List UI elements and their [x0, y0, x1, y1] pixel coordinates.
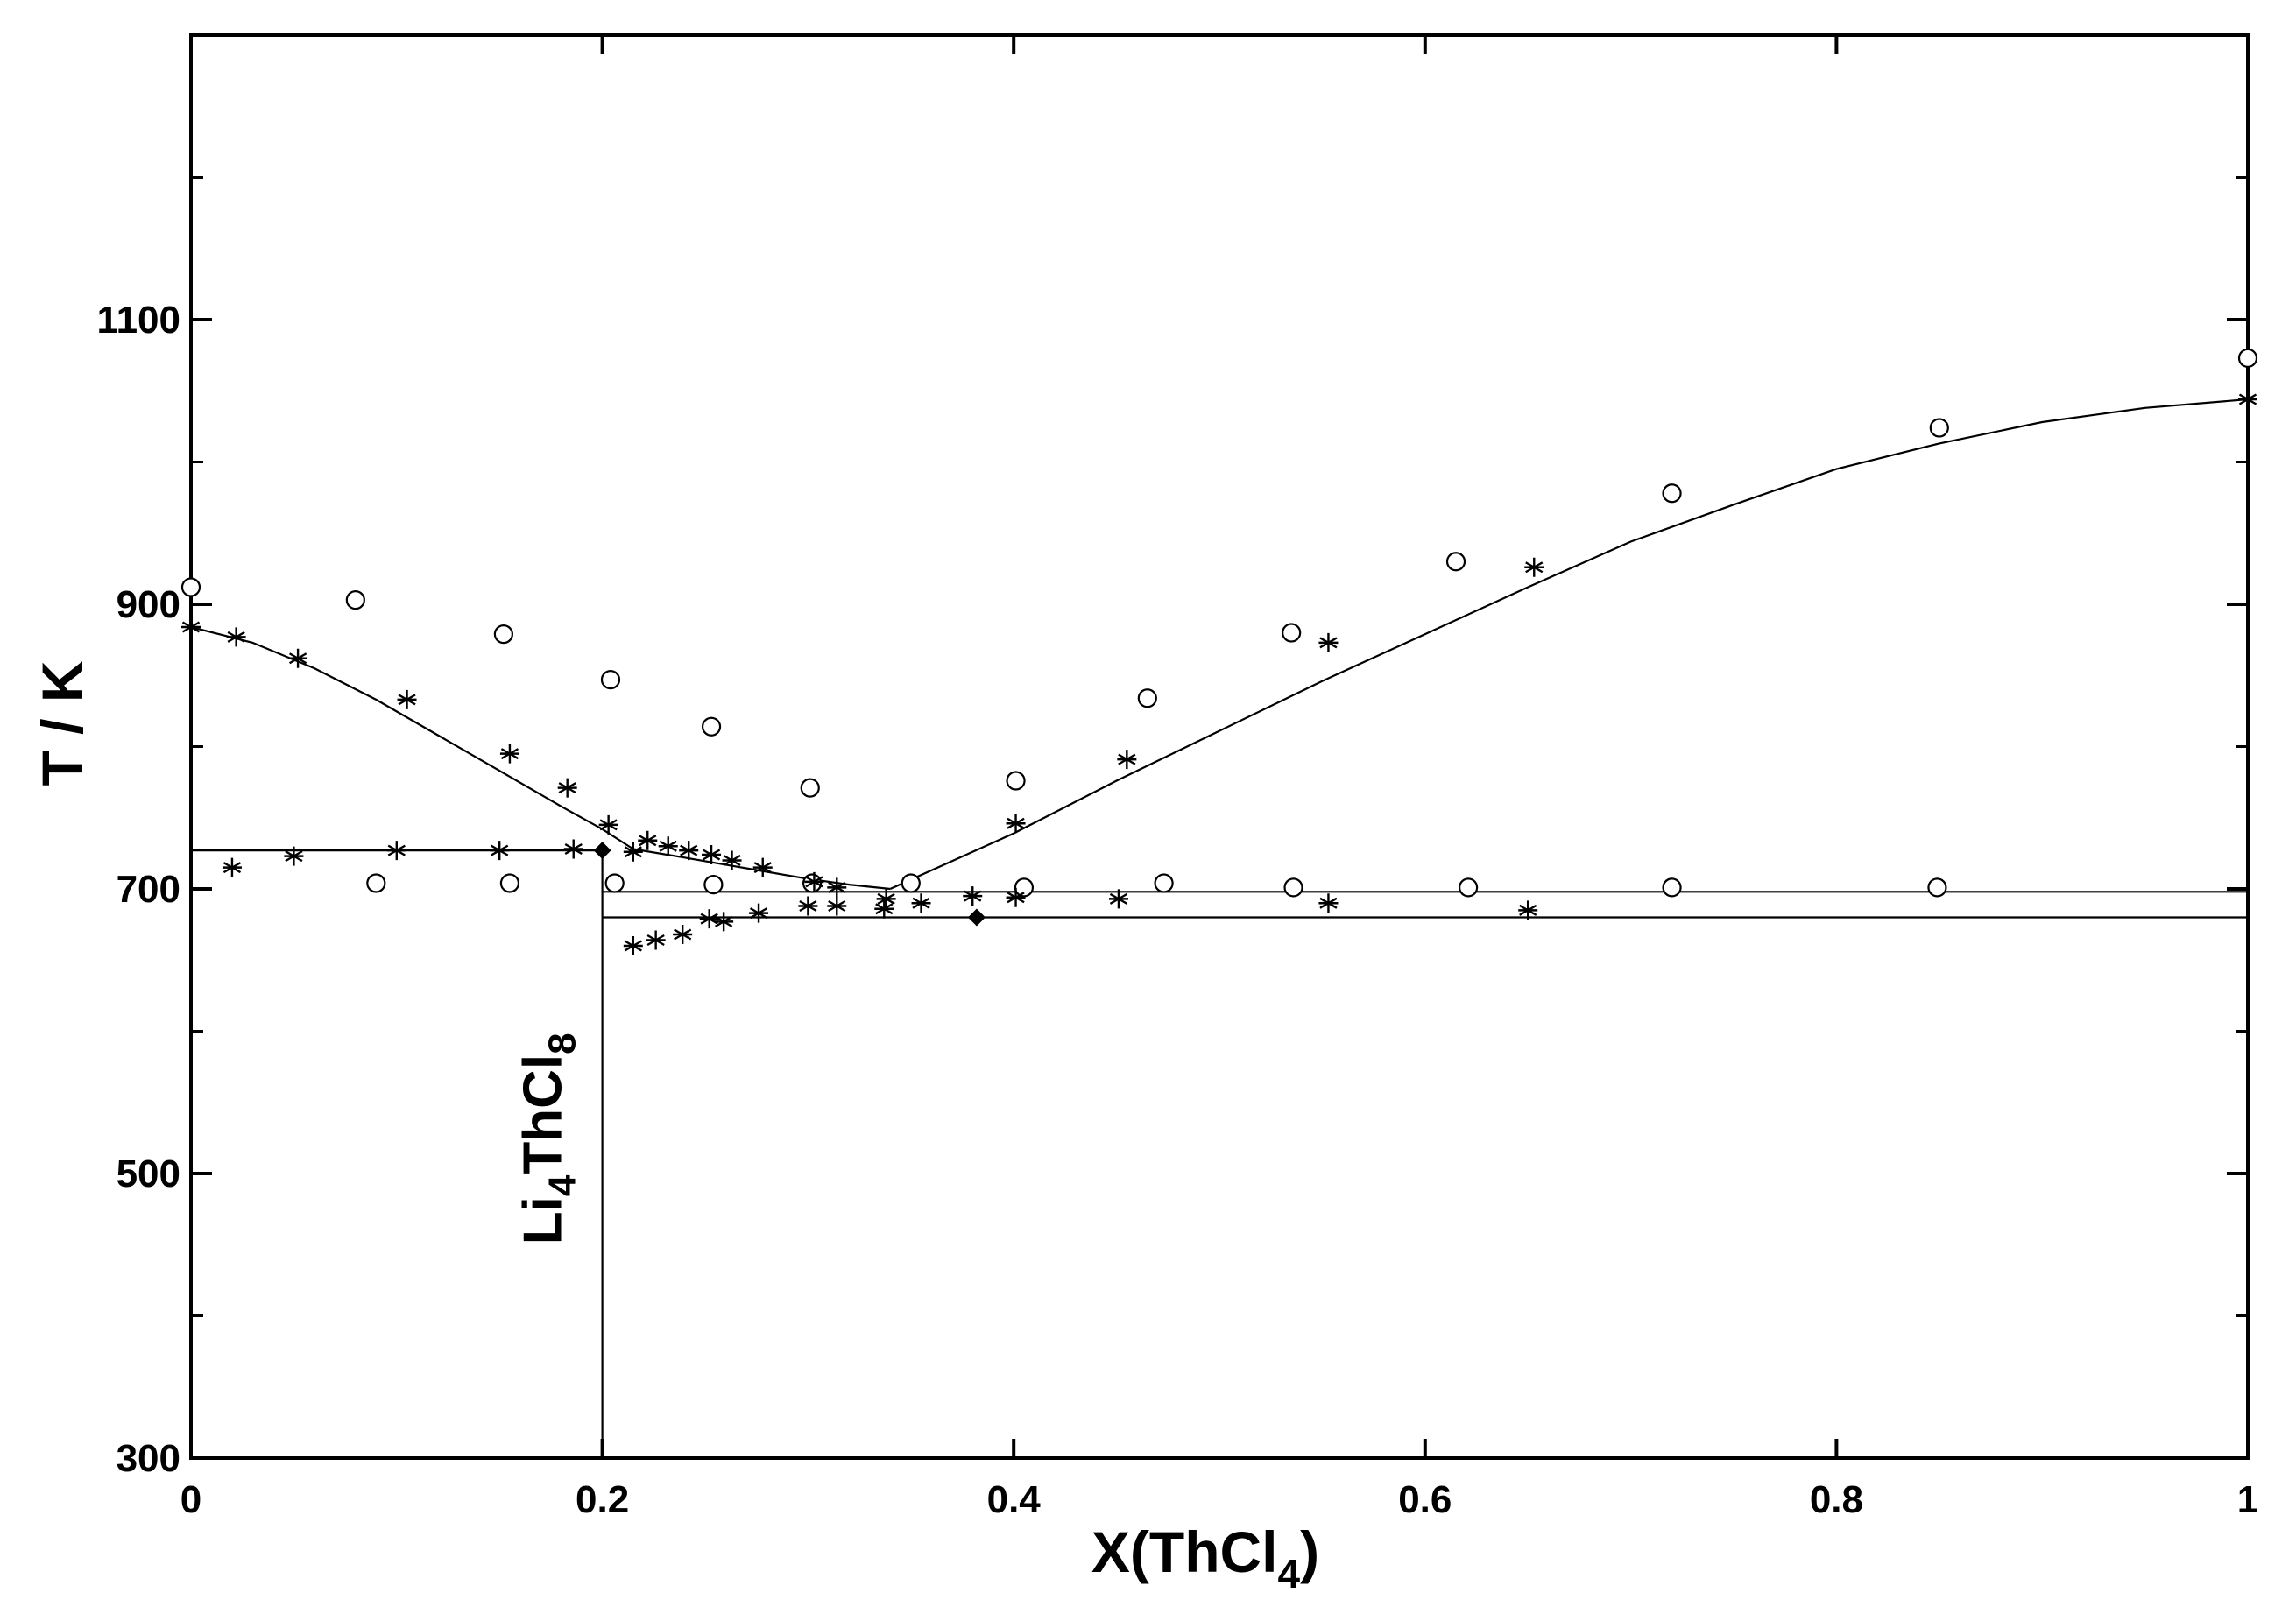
x-axis-label: X(ThCl4): [1091, 1519, 1319, 1596]
y-tick-label-3: 900: [117, 583, 180, 626]
y-axis-label: T / K: [30, 660, 95, 786]
circle-marker-12: [2237, 348, 2258, 368]
diamond-marker-1: [967, 908, 986, 927]
y-tick-label-2: 700: [117, 868, 180, 911]
circle-marker-4: [701, 716, 722, 737]
circle-marker-20: [1154, 873, 1174, 893]
star-marker-10: [679, 841, 699, 861]
circle-marker-6: [1006, 771, 1026, 791]
x-tick-label-3: 0.6: [1398, 1478, 1452, 1521]
star-marker-12: [722, 850, 742, 870]
star-marker-0: [181, 617, 201, 637]
star-marker-17: [911, 893, 931, 913]
x-tick-label-5: 1: [2237, 1478, 2258, 1521]
y-tick-label-4: 1100: [97, 299, 180, 342]
circle-marker-8: [1282, 623, 1302, 643]
circle-marker-7: [1137, 688, 1157, 708]
compound-label-sub1: 4: [541, 1174, 584, 1196]
compound-label-li: Li: [513, 1196, 574, 1244]
star-marker-38: [1006, 887, 1026, 907]
star-marker-35: [798, 896, 818, 916]
liquidus-left: [190, 625, 634, 850]
star-marker-41: [1518, 900, 1538, 920]
star-marker-21: [1318, 632, 1339, 652]
circle-marker-21: [1283, 877, 1303, 898]
star-marker-31: [673, 925, 693, 944]
star-marker-5: [557, 778, 577, 798]
circle-marker-1: [345, 590, 365, 610]
star-marker-36: [827, 896, 847, 916]
circle-marker-15: [604, 873, 625, 893]
circle-marker-2: [493, 624, 513, 645]
circle-marker-3: [600, 670, 621, 690]
star-marker-37: [874, 899, 894, 919]
star-marker-18: [963, 886, 983, 906]
star-marker-24: [222, 857, 242, 877]
star-marker-9: [658, 836, 678, 856]
data-markers: [180, 348, 2258, 955]
x-tick-label-2: 0.4: [987, 1478, 1042, 1521]
star-marker-25: [284, 846, 304, 866]
star-marker-34: [749, 903, 769, 923]
star-marker-8: [638, 830, 658, 850]
circle-marker-19: [1014, 877, 1035, 898]
star-marker-20: [1117, 750, 1137, 770]
y-tick-label-0: 300: [117, 1437, 180, 1480]
x-tick-label-4: 0.8: [1810, 1478, 1863, 1521]
x-axis-label-main: X(ThCl: [1091, 1519, 1278, 1584]
axis-ticks: [189, 35, 2250, 1460]
circle-marker-18: [901, 873, 921, 893]
star-marker-4: [499, 744, 519, 764]
star-marker-11: [702, 845, 722, 864]
star-marker-29: [623, 936, 643, 955]
star-marker-40: [1318, 893, 1339, 913]
circle-marker-11: [1929, 418, 1949, 438]
star-marker-6: [598, 814, 618, 835]
circle-marker-9: [1445, 552, 1466, 572]
circle-marker-13: [366, 873, 386, 893]
compound-label-thcl: ThCl: [513, 1054, 574, 1175]
star-marker-28: [563, 839, 583, 859]
compound-label: Li4ThCl8: [513, 1033, 584, 1244]
circle-marker-16: [703, 875, 724, 895]
star-marker-16: [876, 889, 896, 909]
compound-label-sub2: 8: [541, 1033, 584, 1054]
circle-marker-0: [180, 577, 201, 597]
plot-frame: [189, 33, 2250, 1460]
star-marker-30: [646, 930, 666, 950]
star-marker-23: [2238, 390, 2257, 409]
star-marker-1: [226, 627, 246, 647]
x-axis-label-close: ): [1300, 1519, 1319, 1584]
circle-marker-22: [1459, 877, 1479, 898]
star-marker-7: [623, 842, 643, 862]
diamond-marker-0: [593, 842, 611, 860]
star-marker-22: [1524, 557, 1544, 577]
star-marker-14: [804, 871, 824, 892]
liquidus-right: [889, 398, 2249, 891]
circle-marker-14: [499, 873, 520, 893]
star-marker-26: [386, 841, 406, 861]
star-marker-19: [1006, 814, 1026, 834]
x-tick-label-1: 0.2: [576, 1478, 629, 1521]
star-marker-3: [397, 689, 417, 709]
y-tick-label-1: 500: [117, 1152, 180, 1195]
circle-marker-10: [1662, 483, 1682, 504]
star-marker-39: [1108, 889, 1128, 909]
circle-marker-23: [1662, 877, 1682, 898]
liquidus-middle: [632, 848, 891, 891]
circle-marker-5: [800, 778, 820, 798]
x-axis-label-subscript: 4: [1278, 1551, 1301, 1596]
phase-boundary-lines: [190, 398, 2249, 1458]
tick-labels: 0 0.2 0.4 0.6 0.8 1 300 500 700 900 1100: [97, 299, 2259, 1521]
circle-marker-24: [1927, 877, 1947, 898]
star-marker-27: [490, 841, 510, 861]
x-tick-label-0: 0: [180, 1478, 201, 1521]
star-marker-33: [714, 912, 734, 932]
star-marker-13: [752, 857, 773, 877]
star-marker-15: [827, 877, 847, 898]
star-marker-2: [288, 648, 308, 668]
